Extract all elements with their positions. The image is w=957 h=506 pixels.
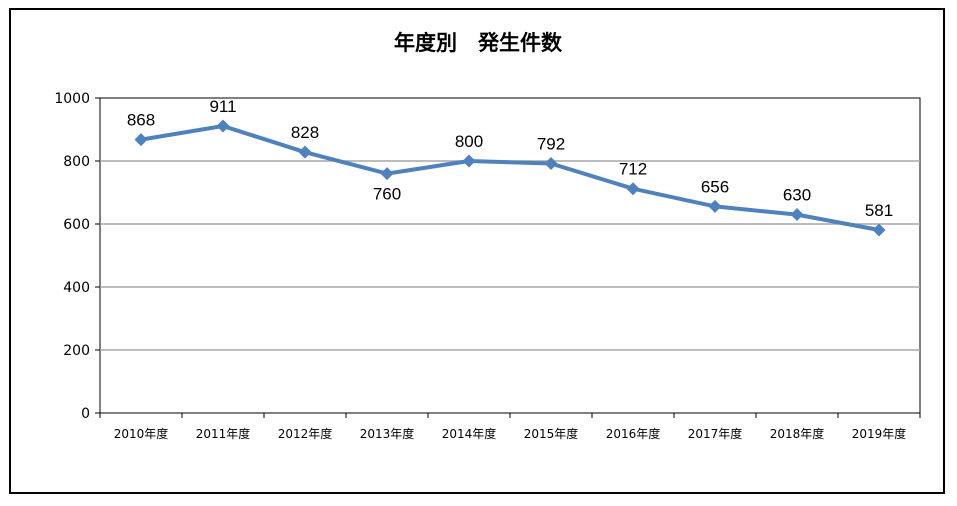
data-points (134, 119, 886, 237)
gridlines (99, 97, 921, 414)
data-label: 868 (127, 111, 155, 130)
x-tick-label: 2019年度 (852, 426, 907, 441)
data-point (380, 167, 394, 181)
x-axis: 2010年度 2011年度 2012年度 2013年度 2014年度 2015年度 2016… (99, 413, 921, 441)
data-label: 800 (455, 132, 483, 151)
data-point (872, 223, 886, 237)
data-point (626, 182, 640, 196)
data-label: 630 (783, 186, 811, 205)
plot-area (99, 97, 921, 414)
x-tick-label: 2014年度 (442, 426, 497, 441)
y-tick-label: 400 (63, 280, 90, 296)
data-label: 760 (373, 185, 401, 204)
x-tick-label: 2010年度 (114, 426, 169, 441)
x-tick-label: 2017年度 (688, 426, 743, 441)
y-tick-label: 600 (63, 217, 90, 233)
x-tick-label: 2013年度 (360, 426, 415, 441)
y-tick-label: 800 (63, 154, 90, 170)
data-point (134, 133, 148, 147)
data-label: 712 (619, 160, 647, 179)
data-label: 656 (701, 177, 729, 196)
y-axis: 0 200 400 600 800 1000 (54, 91, 100, 422)
data-point (708, 199, 722, 213)
x-tick-label: 2011年度 (196, 426, 251, 441)
series-line-path (140, 124, 880, 232)
data-point (298, 145, 312, 159)
data-labels: 868 911 828 760 800 792 712 656 630 581 (127, 97, 893, 220)
data-label: 911 (209, 97, 236, 116)
data-label: 828 (291, 123, 319, 142)
data-point (544, 157, 558, 171)
y-tick-label: 1000 (54, 91, 90, 107)
y-tick-label: 0 (81, 406, 90, 422)
x-tick-label: 2018年度 (770, 426, 825, 441)
x-tick-label: 2015年度 (524, 426, 579, 441)
chart-title: 年度別 発生件数 (394, 31, 563, 55)
x-tick-label: 2016年度 (606, 426, 661, 441)
data-label: 792 (537, 135, 565, 154)
y-tick-label: 200 (63, 343, 90, 359)
data-point (216, 119, 230, 133)
series-line (140, 124, 880, 232)
x-tick-label: 2012年度 (278, 426, 333, 441)
data-label: 581 (865, 201, 893, 220)
data-point (790, 208, 804, 222)
data-point (462, 154, 476, 168)
